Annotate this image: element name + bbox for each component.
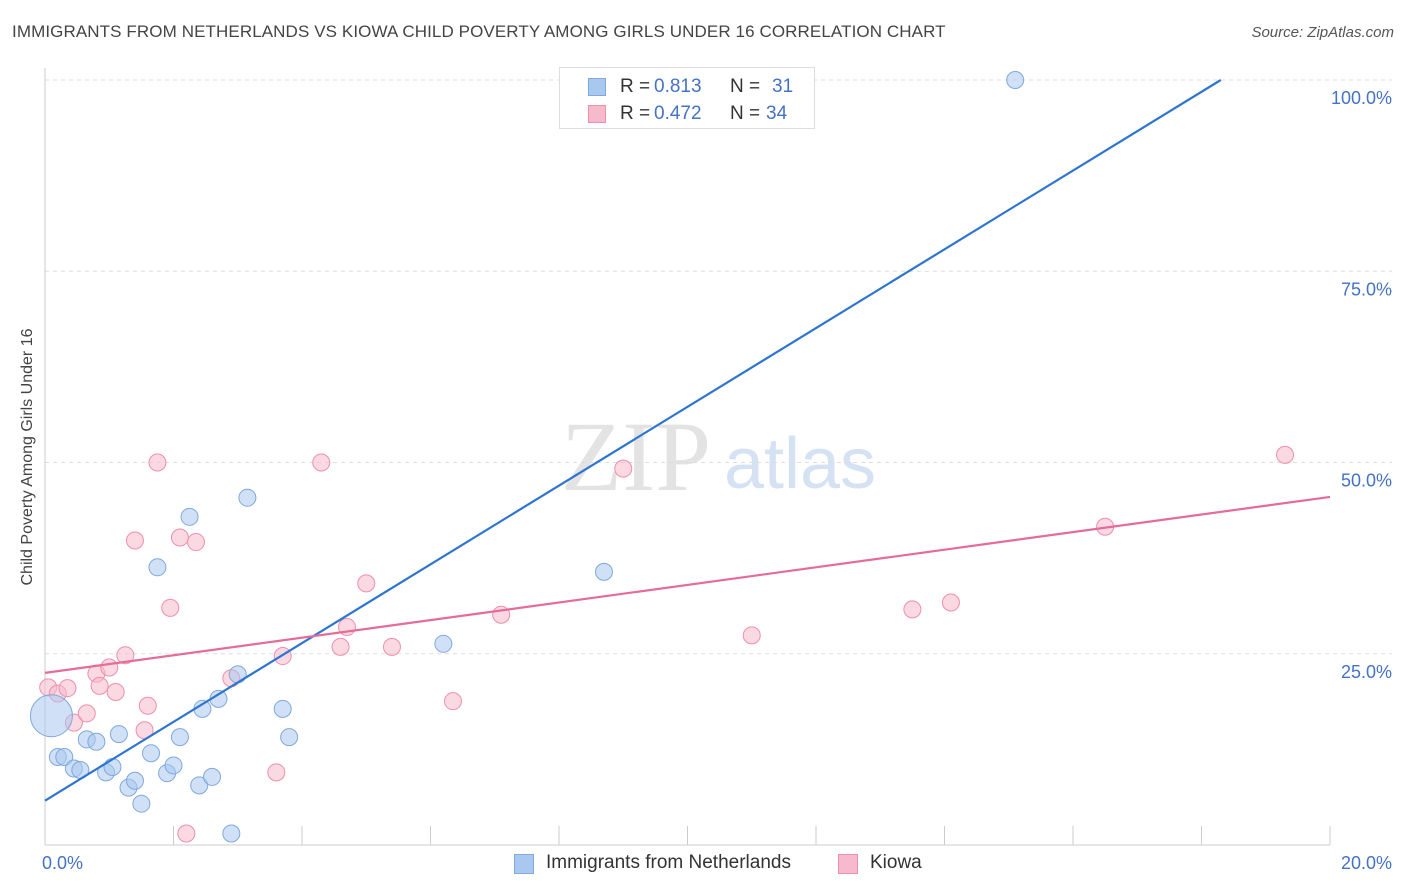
netherlands-point: [132, 794, 151, 813]
kiowa-point: [100, 658, 119, 677]
kiowa-point: [903, 600, 922, 619]
r-label: R =: [620, 103, 651, 124]
legend-swatch-kiowa: [838, 854, 858, 874]
kiowa-point: [742, 626, 761, 645]
chart-title: IMMIGRANTS FROM NETHERLANDS VS KIOWA CHI…: [12, 22, 946, 41]
kiowa-swatch: [588, 105, 606, 123]
netherlands-point: [1006, 71, 1025, 89]
legend-label-kiowa: Kiowa: [870, 852, 922, 873]
kiowa-point: [312, 453, 331, 472]
trend-lines: [44, 79, 1331, 802]
kiowa-point: [357, 574, 376, 593]
netherlands-point: [170, 728, 189, 747]
netherlands-point: [103, 757, 122, 776]
kiowa-point: [170, 528, 189, 547]
r-value: 0.472: [654, 103, 702, 124]
netherlands-point: [203, 767, 222, 786]
netherlands-point: [148, 558, 167, 577]
kiowa-point: [138, 696, 157, 715]
y-tick-label: 75.0%: [1341, 279, 1392, 299]
r-label: R =: [620, 76, 651, 97]
kiowa-point: [443, 692, 462, 711]
netherlands-swatch: [588, 78, 606, 96]
watermark-atlas: atlas: [724, 424, 876, 504]
netherlands-point: [222, 824, 241, 843]
netherlands-point: [273, 699, 292, 718]
kiowa-point: [148, 453, 167, 472]
kiowa-point: [382, 637, 401, 656]
kiowa-point: [90, 676, 109, 695]
y-tick-label: 100.0%: [1331, 88, 1392, 108]
kiowa-point: [267, 763, 286, 782]
legend-label-netherlands: Immigrants from Netherlands: [546, 852, 791, 873]
kiowa-point: [58, 679, 77, 698]
kiowa-trend-line: [44, 495, 1331, 674]
netherlands-point: [87, 732, 106, 751]
netherlands-point: [228, 665, 247, 684]
kiowa-point: [116, 646, 135, 665]
kiowa-point: [186, 533, 205, 552]
legend-swatch-netherlands: [514, 854, 534, 874]
x-tick-label-max: 20.0%: [1341, 853, 1392, 873]
y-tick-label: 50.0%: [1341, 471, 1392, 491]
netherlands-point: [180, 507, 199, 526]
netherlands-points: [29, 71, 1025, 843]
grid-lines: [45, 79, 1392, 655]
kiowa-point: [614, 459, 633, 478]
kiowa-point: [125, 531, 144, 550]
netherlands-point: [280, 728, 299, 747]
netherlands-point: [238, 488, 257, 507]
stats-box: R = 0.813 N = 31 R = 0.472 N = 34: [559, 67, 815, 129]
kiowa-point: [331, 637, 350, 656]
source-credit: Source: ZipAtlas.com: [1251, 24, 1394, 41]
n-value: 31: [772, 76, 794, 97]
tick-labels: 25.0% 50.0% 75.0% 100.0% 0.0% 20.0%: [42, 88, 1392, 873]
n-label: N =: [730, 103, 761, 124]
n-label: N =: [730, 76, 761, 97]
netherlands-point: [164, 756, 183, 775]
netherlands-point: [594, 562, 613, 581]
netherlands-point: [109, 725, 128, 744]
kiowa-point: [106, 683, 125, 701]
netherlands-point: [125, 771, 144, 790]
x-tick-label-min: 0.0%: [42, 853, 83, 873]
n-value: 34: [766, 103, 788, 124]
kiowa-point: [1276, 445, 1295, 464]
kiowa-point: [161, 598, 180, 617]
kiowa-point: [77, 704, 96, 723]
netherlands-point: [142, 744, 161, 763]
netherlands-point: [55, 748, 74, 767]
netherlands-trend-line: [44, 79, 1222, 802]
y-tick-label: 25.0%: [1341, 662, 1392, 682]
netherlands-point: [190, 776, 209, 795]
kiowa-point: [941, 593, 960, 612]
watermark-zip: ZIP: [561, 401, 711, 512]
r-value: 0.813: [654, 76, 702, 97]
netherlands-point: [434, 634, 453, 653]
axes: [44, 68, 1331, 846]
netherlands-point: [29, 694, 73, 738]
kiowa-point: [177, 824, 196, 843]
